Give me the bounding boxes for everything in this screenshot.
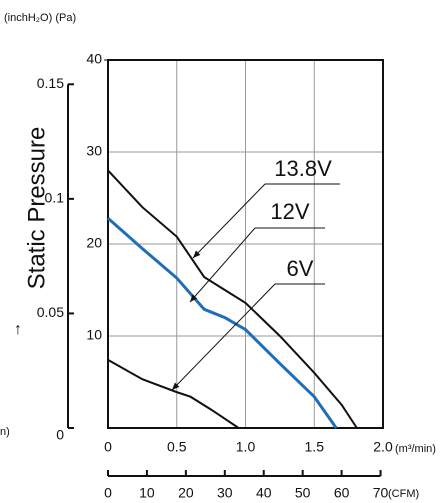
label-arrow	[189, 227, 256, 303]
y-tick-label: 40	[86, 51, 102, 67]
curve	[107, 359, 240, 429]
y-axis-title: Static Pressure	[23, 127, 50, 290]
x-tick-label: 0.5	[167, 439, 187, 455]
x2-tick-label: 70	[373, 485, 389, 501]
plot-frame	[107, 59, 384, 429]
x-unit: (m³/min)	[395, 443, 436, 455]
curve	[107, 217, 338, 429]
x2-tick-label: 20	[178, 485, 194, 501]
series-label: 13.8V	[274, 156, 332, 181]
x2-tick-label: 40	[256, 485, 272, 501]
units-label: (inchH₂O) (Pa)	[4, 12, 76, 24]
x2-tick-label: 10	[139, 485, 155, 501]
label-arrow	[192, 183, 266, 259]
x2-unit: (CFM)	[388, 488, 419, 500]
y2-tick-label: 0.05	[37, 304, 64, 320]
y2-tick-label: 0	[56, 427, 64, 443]
x-tick-label: 1.5	[305, 439, 325, 455]
x2-tick-label: 30	[217, 485, 233, 501]
x-tick-label: 2.0	[373, 439, 393, 455]
arrow-head	[193, 250, 201, 258]
x-tick-label: 0	[104, 439, 112, 455]
y-tick-label: 10	[86, 327, 102, 343]
arrow-head	[190, 294, 198, 302]
y-tick-label: 20	[86, 235, 102, 251]
curve	[107, 169, 358, 429]
label-arrow	[171, 283, 276, 391]
x2-tick-label: 0	[104, 485, 112, 501]
y2-tick-label: 0.1	[45, 190, 65, 206]
x-tick-label: 1.0	[236, 439, 256, 455]
y2-tick-label: 0.15	[37, 75, 64, 91]
y-axis-arrow: ↑	[14, 321, 22, 338]
series-label: 6V	[287, 256, 314, 281]
y-tick-label: 30	[86, 143, 102, 159]
x2-tick-label: 60	[334, 485, 350, 501]
x2-tick-label: 50	[295, 485, 311, 501]
arrow-head	[172, 382, 180, 390]
edge-text: n)	[0, 426, 10, 438]
series-label: 12V	[270, 199, 309, 224]
